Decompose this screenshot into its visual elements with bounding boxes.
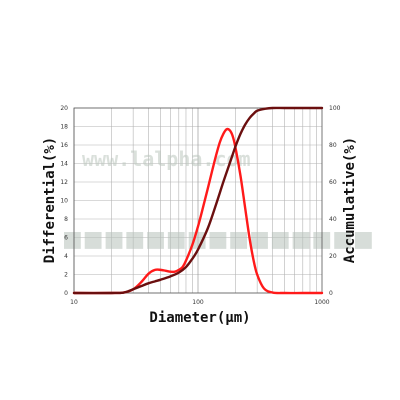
y-tick-label-left: 6 [64,235,68,242]
y-tick-label-right: 0 [329,290,333,297]
watermark-logo-lettering: ■■■■■■■■■■■■■■■ [62,227,374,252]
y-tick-label-left: 14 [60,161,68,168]
x-tick-label: 1000 [314,299,329,306]
watermark-text: www.lalpha.com [82,147,251,171]
plot-grid [73,107,322,294]
y-tick-label-left: 8 [64,216,68,223]
series-line-accumulative [72,106,324,295]
plot-frame [73,107,323,294]
y-tick-label-right: 80 [329,142,337,149]
y-tick-label-left: 18 [60,124,68,131]
x-axis-label: Diameter(μm) [149,310,250,326]
series-group [72,106,324,295]
y-tick-label-right: 20 [329,253,337,260]
y-tick-label-right: 40 [329,216,337,223]
plot-border [73,107,323,294]
y-tick-label-left: 12 [60,179,68,186]
series-line-differential [72,127,324,295]
y-tick-label-left: 2 [64,272,68,279]
y-tick-label-left: 0 [64,290,68,297]
y-axis-label-right: Accumulative(%) [342,137,358,263]
y-tick-label-right: 100 [329,105,341,112]
tick-labels: 0 2 4 6 8 10 12 14 16 18 20 0 20 40 60 80 100 10 100 1000 [60,105,340,306]
y-axis-label-left: Differential(%) [42,137,58,263]
x-tick-label: 10 [70,299,78,306]
y-tick-label-right: 60 [329,179,337,186]
y-tick-label-left: 4 [64,253,68,260]
y-tick-label-left: 16 [60,142,68,149]
y-tick-label-left: 20 [60,105,68,112]
y-tick-label-left: 10 [60,198,68,205]
x-tick-label: 100 [192,299,204,306]
